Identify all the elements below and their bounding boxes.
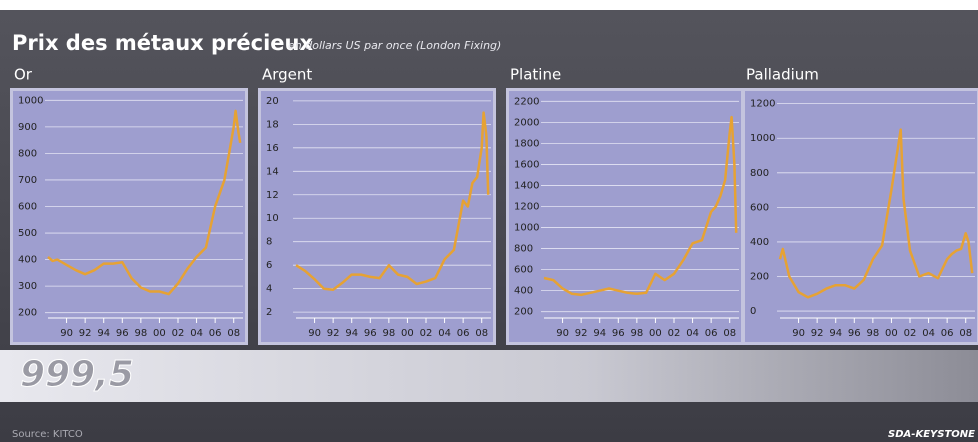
y-tick-label: 400 <box>750 237 769 248</box>
x-tick-label: 96 <box>116 328 129 339</box>
chart-title: Or <box>14 66 33 84</box>
y-tick-label: 700 <box>18 175 37 186</box>
y-tick-label: 6 <box>266 260 272 271</box>
y-tick-label: 2200 <box>514 96 539 107</box>
y-tick-label: 16 <box>266 143 279 154</box>
y-tick-label: 300 <box>18 281 37 292</box>
y-tick-label: 14 <box>266 166 279 177</box>
x-tick-label: 04 <box>922 328 935 339</box>
y-tick-label: 900 <box>18 122 37 133</box>
plot-area <box>509 91 741 342</box>
y-tick-label: 2000 <box>514 117 539 128</box>
y-tick-label: 600 <box>514 265 533 276</box>
y-tick-label: 400 <box>514 286 533 297</box>
x-tick-label: 96 <box>612 328 625 339</box>
chart-title: Palladium <box>746 66 819 84</box>
y-tick-label: 0 <box>750 306 756 317</box>
y-tick-label: 2 <box>266 307 272 318</box>
x-tick-label: 06 <box>457 328 470 339</box>
x-tick-label: 98 <box>866 328 879 339</box>
plot-area <box>261 91 493 342</box>
x-tick-label: 96 <box>848 328 861 339</box>
banner: 999,5 <box>20 354 134 395</box>
chart-title: Argent <box>262 66 312 84</box>
y-tick-label: 600 <box>18 202 37 213</box>
x-tick-label: 02 <box>904 328 917 339</box>
y-tick-label: 1000 <box>750 133 775 144</box>
y-tick-label: 800 <box>514 244 533 255</box>
silver-band <box>0 350 978 402</box>
x-tick-label: 04 <box>190 328 203 339</box>
x-tick-label: 90 <box>60 328 73 339</box>
y-tick-label: 1200 <box>514 202 539 213</box>
y-tick-label: 1800 <box>514 138 539 149</box>
page: Prix des métaux précieux en dollars US p… <box>0 0 978 442</box>
x-tick-label: 08 <box>723 328 736 339</box>
x-tick-label: 90 <box>792 328 805 339</box>
y-tick-label: 1000 <box>514 223 539 234</box>
y-tick-label: 400 <box>18 255 37 266</box>
chart-title: Platine <box>510 66 561 84</box>
x-tick-label: 02 <box>668 328 681 339</box>
y-tick-label: 200 <box>18 308 37 319</box>
x-tick-label: 92 <box>575 328 588 339</box>
subtitle: en dollars US par once (London Fixing) <box>288 39 501 52</box>
x-tick-label: 06 <box>705 328 718 339</box>
x-tick-label: 00 <box>885 328 898 339</box>
x-tick-label: 00 <box>153 328 166 339</box>
plot-area <box>13 91 245 342</box>
y-tick-label: 200 <box>514 307 533 318</box>
credit: SDA-KEYSTONE <box>888 429 975 440</box>
x-tick-label: 08 <box>475 328 488 339</box>
x-tick-label: 92 <box>327 328 340 339</box>
y-tick-label: 8 <box>266 237 272 248</box>
x-tick-label: 98 <box>630 328 643 339</box>
y-tick-label: 200 <box>750 272 769 283</box>
y-tick-label: 1000 <box>18 95 43 106</box>
x-tick-label: 94 <box>829 328 842 339</box>
x-tick-label: 06 <box>941 328 954 339</box>
x-tick-label: 92 <box>811 328 824 339</box>
x-tick-label: 08 <box>959 328 972 339</box>
x-tick-label: 02 <box>172 328 185 339</box>
x-tick-label: 90 <box>556 328 569 339</box>
y-tick-label: 1600 <box>514 159 539 170</box>
x-tick-label: 90 <box>308 328 321 339</box>
y-tick-label: 18 <box>266 119 279 130</box>
x-tick-label: 94 <box>97 328 110 339</box>
x-tick-label: 94 <box>345 328 358 339</box>
x-tick-label: 04 <box>686 328 699 339</box>
x-tick-label: 00 <box>401 328 414 339</box>
y-tick-label: 500 <box>18 228 37 239</box>
x-tick-label: 06 <box>209 328 222 339</box>
x-tick-label: 02 <box>420 328 433 339</box>
y-tick-label: 800 <box>750 168 769 179</box>
x-tick-label: 98 <box>382 328 395 339</box>
y-tick-label: 800 <box>18 148 37 159</box>
x-tick-label: 92 <box>79 328 92 339</box>
x-tick-label: 94 <box>593 328 606 339</box>
y-tick-label: 4 <box>266 284 272 295</box>
source: Source: KITCO <box>12 429 83 440</box>
y-tick-label: 10 <box>266 213 279 224</box>
y-tick-label: 1400 <box>514 180 539 191</box>
plot-area <box>745 91 977 342</box>
x-tick-label: 96 <box>364 328 377 339</box>
x-tick-label: 04 <box>438 328 451 339</box>
title: Prix des métaux précieux <box>12 31 313 55</box>
x-tick-label: 98 <box>134 328 147 339</box>
y-tick-label: 600 <box>750 202 769 213</box>
x-tick-label: 08 <box>227 328 240 339</box>
x-tick-label: 00 <box>649 328 662 339</box>
y-tick-label: 12 <box>266 190 279 201</box>
y-tick-label: 1200 <box>750 99 775 110</box>
y-tick-label: 20 <box>266 96 279 107</box>
